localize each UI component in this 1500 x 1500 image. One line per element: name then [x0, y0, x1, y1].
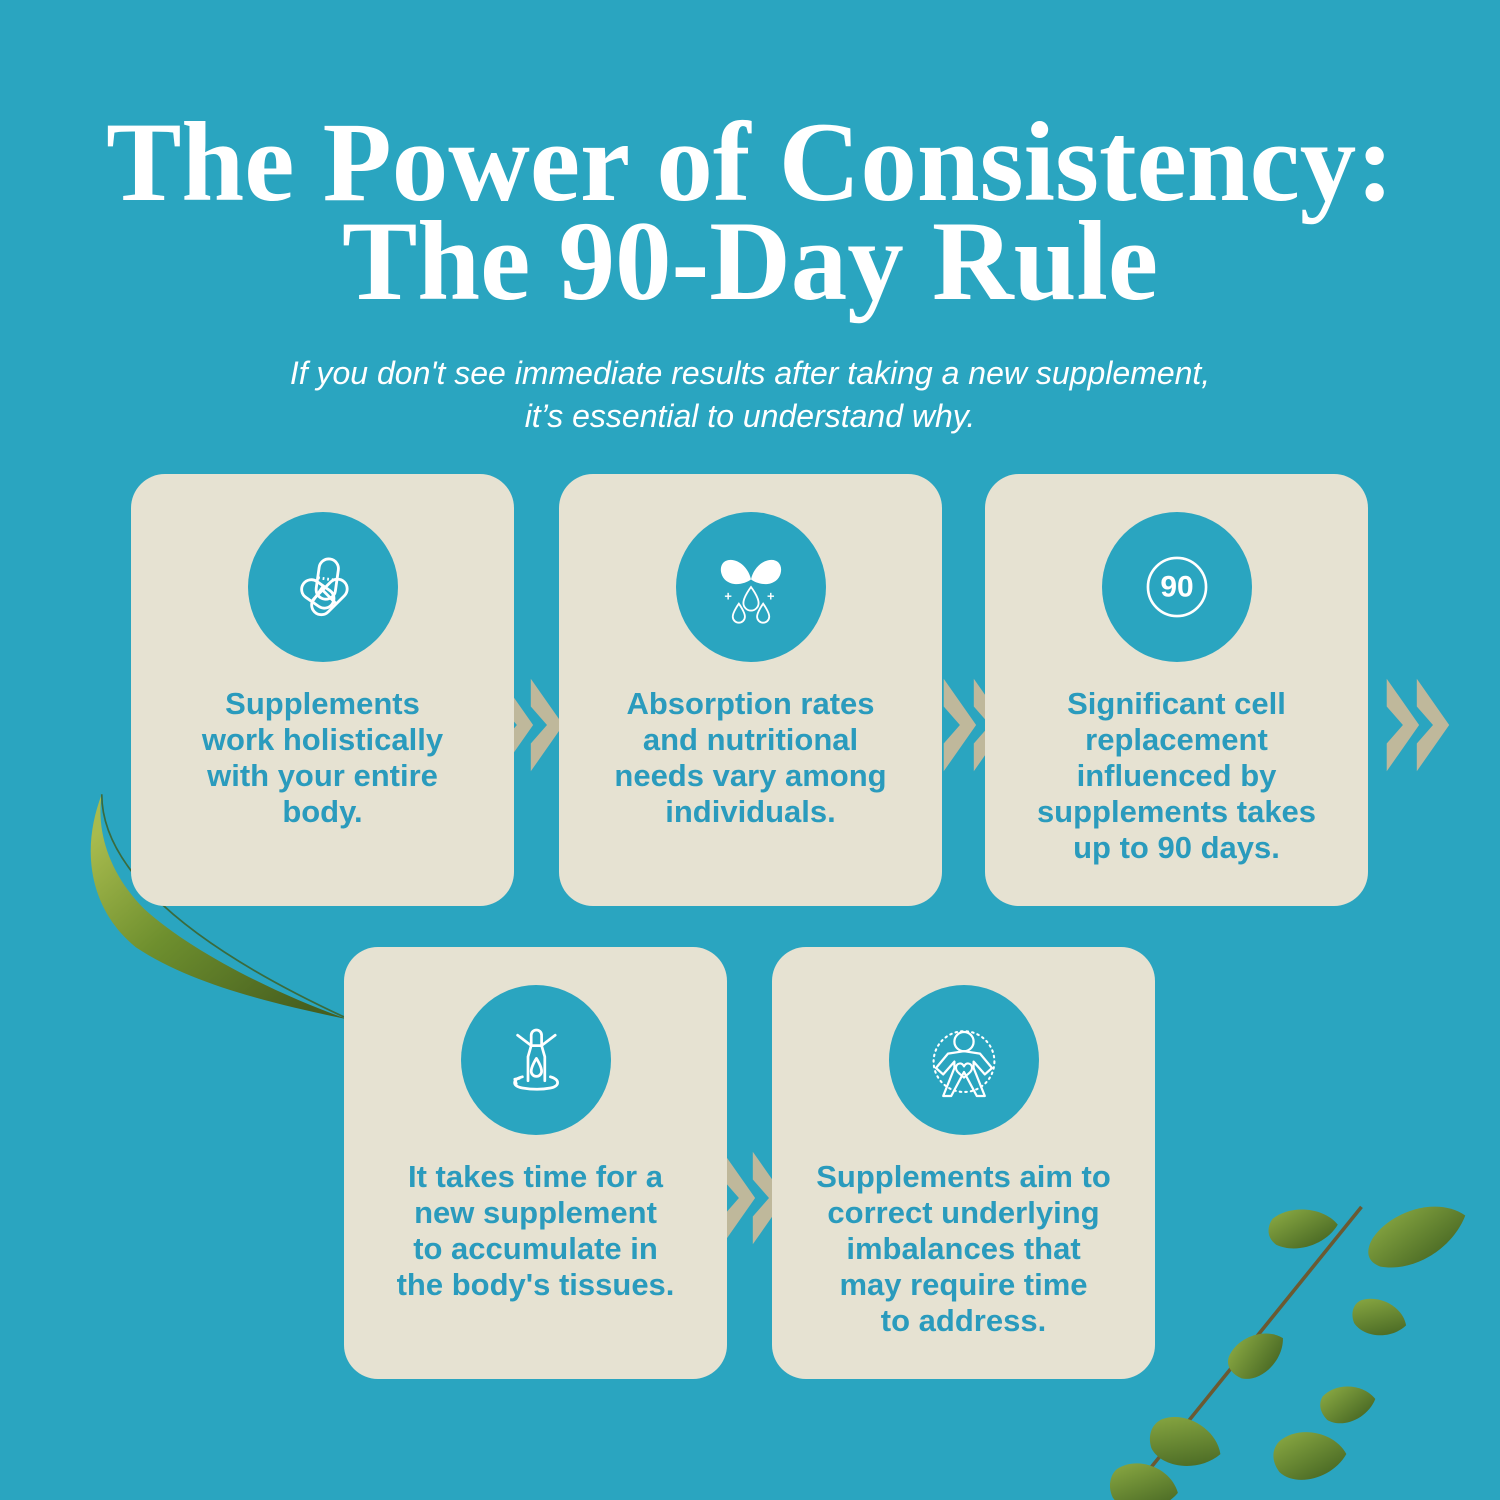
svg-text:90: 90: [1160, 571, 1193, 604]
svg-text:+: +: [766, 589, 774, 604]
svg-text:+: +: [724, 589, 732, 604]
